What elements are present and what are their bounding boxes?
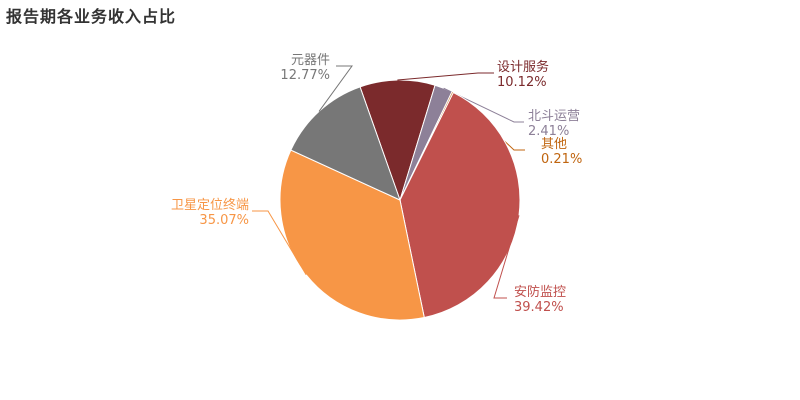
slice-3-name-label: 其他 bbox=[541, 137, 567, 152]
slice-6-leader-line bbox=[318, 65, 353, 112]
slice-1-leader-line bbox=[397, 72, 494, 81]
slice-6-value-label: 12.77% bbox=[280, 68, 330, 83]
slice-2-leader-line bbox=[443, 87, 524, 123]
slice-1 bbox=[359, 79, 436, 202]
slice-5-name-label: 卫星定位终端 bbox=[171, 197, 249, 213]
slice-4-leader-line bbox=[493, 215, 520, 299]
slice-2-value-label: 2.41% bbox=[528, 124, 569, 139]
slice-5-leader-line bbox=[252, 210, 307, 276]
chart-title: 报告期各业务收入占比 bbox=[6, 7, 177, 26]
slice-4-value-label: 39.42% bbox=[514, 300, 564, 315]
slice-6 bbox=[290, 86, 401, 201]
slice-5-value-label: 35.07% bbox=[199, 213, 249, 228]
slice-2-name-label: 北斗运营 bbox=[528, 109, 580, 124]
slice-1-name-label: 设计服务 bbox=[497, 59, 549, 75]
slice-6-name-label: 元器件 bbox=[291, 53, 330, 68]
slice-1-value-label: 10.12% bbox=[497, 75, 547, 90]
slice-4-name-label: 安防监控 bbox=[514, 284, 566, 300]
slice-3-value-label: 0.21% bbox=[541, 152, 582, 167]
